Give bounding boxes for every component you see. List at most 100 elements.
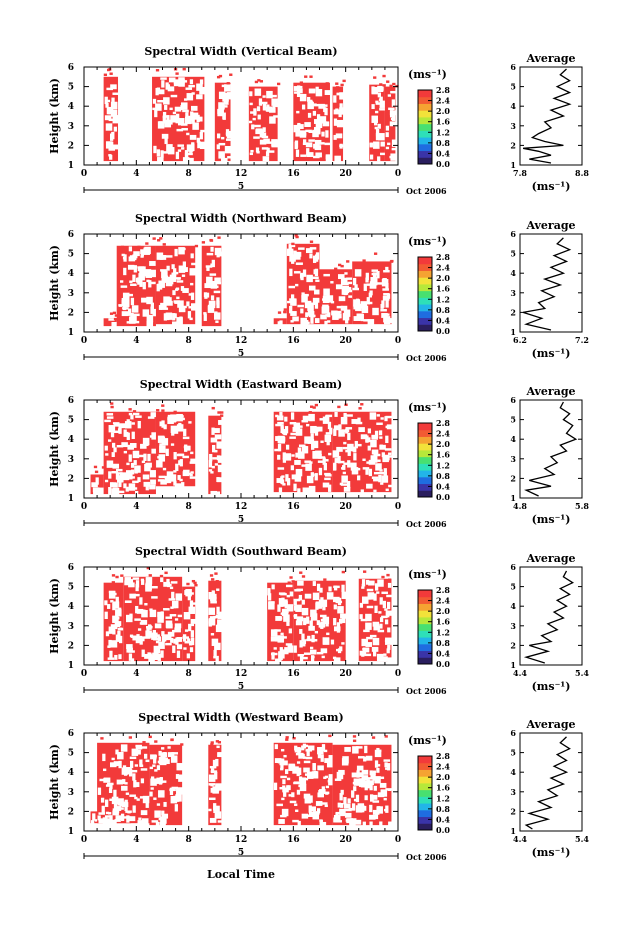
heatmap-gap	[182, 247, 186, 251]
heatmap-gap	[292, 316, 299, 322]
heatmap-gap	[150, 412, 158, 418]
heatmap-speckle	[109, 312, 114, 315]
heatmap-gap	[150, 306, 154, 314]
heatmap-gap	[293, 124, 301, 133]
y-tick-label: 1	[68, 161, 74, 171]
heatmap-gap	[216, 588, 220, 591]
heatmap-gap	[303, 652, 311, 655]
heatmap-gap	[138, 636, 145, 642]
heatmap-gap	[110, 640, 118, 648]
x-tick-label: 16	[287, 169, 300, 179]
heatmap-speckle	[381, 575, 385, 579]
heatmap-speckle	[387, 578, 392, 581]
heatmap-gap	[120, 807, 124, 810]
heatmap-gap	[163, 296, 170, 304]
heatmap-gap	[214, 642, 221, 651]
heatmap-gap	[130, 315, 137, 324]
heatmap-gap	[321, 655, 325, 659]
heatmap-gap	[213, 805, 220, 814]
heatmap-gap	[309, 253, 313, 259]
heatmap-gap	[360, 489, 364, 497]
heatmap-gap	[134, 796, 138, 800]
heatmap-speckle	[277, 311, 282, 314]
heatmap-speckle	[358, 407, 362, 410]
heatmap-gap	[167, 746, 171, 749]
heatmap-gap	[210, 601, 217, 604]
heatmap-gap	[177, 300, 184, 308]
heatmap-gap	[135, 580, 140, 588]
heatmap-gap	[285, 769, 289, 775]
heatmap-gap	[353, 778, 361, 786]
heatmap-gap	[315, 152, 322, 158]
heatmap-gap	[348, 289, 355, 293]
heatmap-gap	[290, 320, 294, 323]
heatmap-gap	[328, 774, 336, 780]
heatmap-gap	[227, 131, 231, 136]
heatmap-gap	[208, 797, 216, 801]
heatmap-gap	[298, 753, 305, 759]
heatmap-gap	[281, 475, 285, 478]
panel-4: Spectral Width (Westward Beam)0 4 8 12 16 20 0…	[48, 711, 589, 862]
heatmap-gap	[210, 633, 215, 636]
heatmap-gap	[341, 758, 349, 766]
heatmap-gap	[153, 145, 157, 154]
heatmap-speckle	[360, 403, 364, 406]
heatmap-gap	[218, 142, 226, 146]
heatmap-gap	[262, 103, 267, 111]
average-y-tick-label: 2	[510, 307, 516, 317]
heatmap-gap	[171, 786, 179, 790]
heatmap-gap	[111, 452, 115, 458]
heatmap-gap	[224, 84, 231, 92]
heatmap-gap	[136, 634, 140, 637]
heatmap-speckle	[211, 578, 215, 581]
heatmap-gap	[295, 620, 303, 626]
heatmap-gap	[276, 415, 284, 421]
heatmap-gap	[380, 417, 384, 420]
heatmap-gap	[128, 412, 133, 416]
heatmap-gap	[214, 463, 219, 466]
y-tick-label: 5	[68, 250, 74, 260]
heatmap-gap	[117, 630, 121, 639]
heatmap-gap	[159, 821, 166, 827]
heatmap-gap	[159, 254, 167, 260]
heatmap-gap	[130, 462, 135, 468]
heatmap-gap	[322, 637, 330, 645]
heatmap-gap	[133, 593, 140, 597]
colorbar-tick-label: 1.2	[436, 127, 450, 137]
colorbar-segment	[418, 263, 432, 271]
colorbar-tick-label: 2.0	[436, 273, 450, 283]
average-y-tick-label: 4	[510, 268, 516, 278]
heatmap-gap	[168, 77, 176, 83]
heatmap-gap	[300, 317, 307, 326]
heatmap-gap	[149, 608, 153, 611]
heatmap-speckle	[308, 411, 312, 414]
heatmap-gap	[258, 98, 263, 106]
heatmap-gap	[290, 311, 297, 316]
heatmap-gap	[111, 471, 119, 474]
heatmap-gap	[124, 806, 128, 812]
heatmap-gap	[173, 79, 181, 85]
heatmap-gap	[283, 754, 287, 758]
heatmap-gap	[214, 811, 222, 819]
heatmap-gap	[211, 444, 216, 453]
heatmap-gap	[293, 600, 297, 606]
heatmap-gap	[304, 773, 309, 776]
heatmap-gap	[172, 629, 176, 633]
heatmap-gap	[288, 764, 296, 770]
heatmap-gap	[306, 152, 314, 158]
heatmap-gap	[137, 628, 142, 631]
heatmap-gap	[216, 745, 220, 749]
heatmap-gap	[189, 600, 194, 608]
heatmap-gap	[226, 138, 233, 141]
heatmap-speckle	[128, 408, 132, 411]
heatmap-gap	[301, 745, 305, 751]
heatmap-gap	[306, 274, 313, 283]
heatmap-gap	[379, 436, 383, 439]
heatmap-gap	[104, 419, 111, 423]
heatmap-gap	[177, 149, 182, 152]
heatmap-gap	[324, 804, 328, 808]
heatmap-speckle	[325, 82, 329, 85]
heatmap-speckle	[285, 736, 289, 739]
heatmap-gap	[173, 268, 177, 276]
average-y-tick-label: 4	[510, 767, 516, 777]
